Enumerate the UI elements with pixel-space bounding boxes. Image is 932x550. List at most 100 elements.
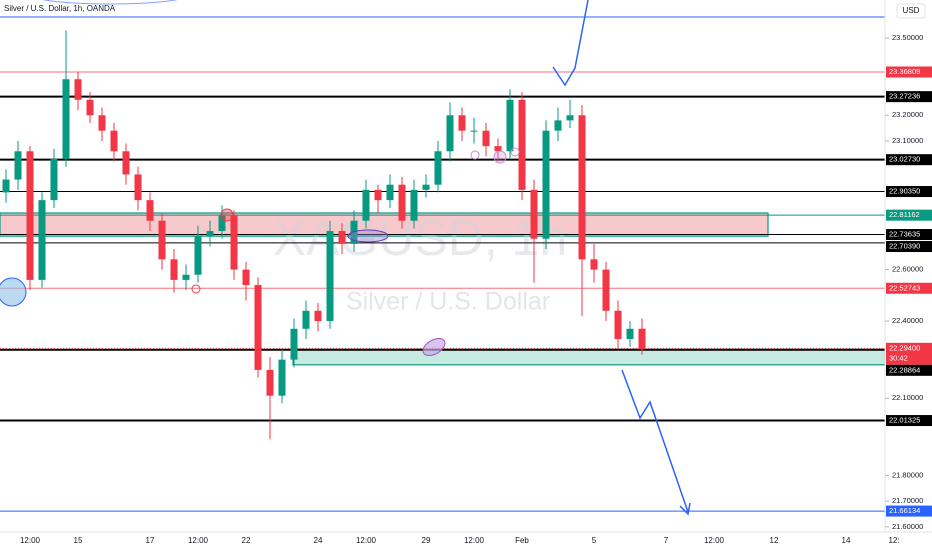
candle-body (638, 328, 646, 350)
level-label: 23.27236 (889, 92, 920, 101)
level-label: 22.81162 (889, 210, 920, 219)
candle-body (350, 220, 358, 244)
chart-title: Silver / U.S. Dollar, 1h, OANDA (4, 4, 116, 13)
candle-body (494, 146, 502, 152)
level-label-box (886, 241, 932, 253)
x-tick-label: 12:00 (188, 536, 209, 545)
candle-body (626, 328, 634, 340)
circle (220, 208, 234, 222)
candle-body (542, 130, 550, 239)
candle-body (194, 236, 202, 275)
candle-body (266, 369, 274, 396)
level-label: 22.28864 (889, 365, 920, 374)
current-price-label-box (886, 342, 932, 365)
candle-body (614, 310, 622, 340)
candle-body (422, 184, 430, 190)
ellipse (42, 0, 178, 5)
ellipse (347, 229, 389, 243)
x-tick-label: 12:00 (704, 536, 725, 545)
axis-labels: 23.50000 23.20000 23.10000 22.60000 22.40000… (20, 33, 932, 545)
currency-box (896, 3, 926, 19)
x-tick-label: 5 (592, 536, 597, 545)
x-tick-label: 15 (74, 536, 83, 545)
candle-body (254, 285, 262, 370)
level-label: 22.52743 (889, 283, 920, 292)
candle-body (482, 130, 490, 147)
y-tick-label: 22.60000 (892, 265, 923, 274)
x-tick-label: 12:00 (20, 536, 41, 545)
zone (0, 212, 769, 237)
level-label: 21.66134 (889, 506, 920, 515)
y-tick-label: 22.40000 (892, 316, 923, 325)
candle-body (98, 115, 106, 131)
x-tick-label: 29 (422, 536, 431, 545)
candle-body (314, 310, 322, 322)
y-tick-label: 23.50000 (892, 33, 923, 42)
y-tick-label: 21.70000 (892, 496, 923, 505)
level-label-box (886, 282, 932, 294)
candles (2, 30, 646, 440)
circle (470, 150, 480, 160)
candle-body (146, 200, 154, 221)
level-label: 22.90350 (889, 187, 920, 196)
candle-body (230, 215, 238, 270)
candle-body (470, 130, 478, 132)
candle-body (26, 151, 34, 280)
arrow-head (679, 502, 691, 516)
candle-body (506, 99, 514, 152)
candle-body (302, 310, 310, 329)
level-label: 22.70390 (889, 242, 920, 251)
watermark-name: Silver / U.S. Dollar (346, 288, 550, 316)
candle-body (374, 189, 382, 201)
candle-body (182, 274, 190, 280)
level-label: 22.73635 (889, 230, 920, 239)
level-label-box (886, 66, 932, 78)
candle-body (242, 269, 250, 286)
x-tick-label: 12: (888, 536, 899, 545)
candle-body (386, 184, 394, 201)
circle (0, 277, 27, 307)
level-label-box (886, 505, 932, 517)
candle-body (362, 189, 370, 221)
level-label: 23.36809 (889, 67, 920, 76)
x-tick-label: 12 (770, 536, 779, 545)
candle-body (410, 189, 418, 221)
level-label-box (886, 91, 932, 103)
candle-body (398, 184, 406, 221)
candle-body (434, 151, 442, 185)
candle-body (566, 115, 574, 121)
candle-body (170, 259, 178, 280)
candle-body (458, 115, 466, 131)
candle-body (62, 79, 70, 159)
level-label-box (886, 154, 932, 166)
x-tick-label: 14 (842, 536, 851, 545)
zone (292, 348, 885, 366)
currency: USD (903, 6, 920, 15)
x-tick-label: Feb (515, 536, 529, 545)
candle-body (290, 328, 298, 360)
circle (510, 147, 520, 157)
circle (191, 284, 201, 294)
arrow-down (621, 369, 689, 513)
candle-body (218, 215, 226, 232)
y-tick-label: 21.80000 (892, 470, 923, 479)
x-tick-label: 12:00 (356, 536, 377, 545)
drawings (0, 0, 691, 516)
candle-body (578, 115, 586, 260)
y-tick-label: 23.10000 (892, 136, 923, 145)
level-label-box (886, 364, 932, 376)
candle-body (134, 174, 142, 201)
x-tick-label: 22 (242, 536, 251, 545)
candle-body (158, 220, 166, 260)
candle-body (206, 231, 214, 237)
candle-body (446, 115, 454, 152)
level-label: 23.02730 (889, 155, 920, 164)
candle-body (530, 189, 538, 239)
ellipse (422, 337, 446, 357)
candle-body (74, 79, 82, 100)
x-tick-label: 24 (314, 536, 323, 545)
candle-body (2, 179, 10, 193)
arrow-up (552, 0, 589, 87)
candle-body (326, 231, 334, 322)
